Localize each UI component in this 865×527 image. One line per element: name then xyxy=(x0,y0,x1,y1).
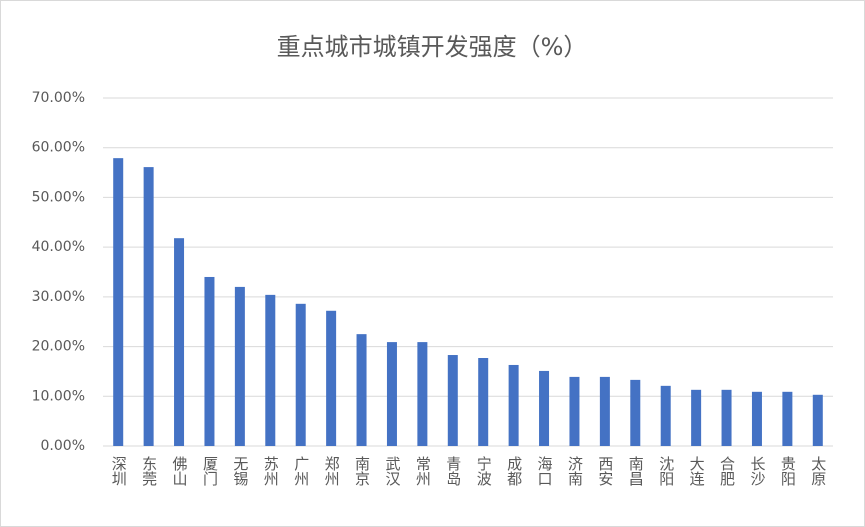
y-tick-label: 60.00% xyxy=(32,140,85,156)
x-tick-label: 宁波 xyxy=(475,456,493,486)
bar xyxy=(447,355,458,446)
x-tick-label: 长沙 xyxy=(748,456,766,486)
x-tick-label: 南昌 xyxy=(627,456,645,486)
y-tick-label: 30.00% xyxy=(32,289,85,305)
bar xyxy=(478,358,489,446)
x-tick-label: 青岛 xyxy=(444,456,462,486)
bar xyxy=(691,389,702,446)
bar xyxy=(113,158,124,446)
x-tick-label: 厦门 xyxy=(201,456,219,487)
x-tick-label: 南京 xyxy=(353,456,371,487)
x-tick-label: 海口 xyxy=(536,456,554,486)
x-tick-label: 太原 xyxy=(809,456,827,486)
bar xyxy=(782,391,793,446)
x-tick-label: 大连 xyxy=(688,456,706,487)
bar xyxy=(539,370,550,446)
y-tick-label: 10.00% xyxy=(32,388,85,404)
x-tick-label: 常州 xyxy=(414,456,432,486)
bar xyxy=(204,276,215,446)
x-tick-label: 成都 xyxy=(505,456,523,486)
x-tick-label: 佛山 xyxy=(171,456,189,486)
bar xyxy=(386,342,397,446)
x-tick-label: 武汉 xyxy=(383,456,401,486)
x-tick-label: 合肥 xyxy=(718,456,736,487)
x-tick-label: 济南 xyxy=(566,456,584,486)
y-tick-label: 0.00% xyxy=(41,438,85,454)
bar xyxy=(569,376,580,446)
bar xyxy=(143,167,154,447)
x-tick-label: 广州 xyxy=(292,456,310,486)
x-tick-label: 无锡 xyxy=(231,456,249,486)
bar xyxy=(295,303,306,446)
x-tick-label: 东莞 xyxy=(140,456,158,487)
bar xyxy=(812,394,823,446)
bar xyxy=(660,385,671,446)
bar xyxy=(234,286,245,446)
x-tick-label: 苏州 xyxy=(262,456,280,486)
y-tick-label: 70.00% xyxy=(32,90,85,106)
bar xyxy=(265,294,276,446)
x-tick-label: 西安 xyxy=(596,456,614,486)
bar xyxy=(751,391,762,446)
bar xyxy=(326,310,337,446)
bar xyxy=(508,364,519,446)
chart-title: 重点城市城镇开发强度（%） xyxy=(277,33,588,61)
x-tick-label: 沈阳 xyxy=(657,456,675,486)
y-tick-label: 40.00% xyxy=(32,239,85,255)
x-tick-label: 贵阳 xyxy=(779,456,797,486)
bar xyxy=(174,238,185,446)
bar xyxy=(417,342,428,446)
bar xyxy=(599,376,610,446)
x-tick-label: 郑州 xyxy=(323,456,341,486)
x-tick-label: 深圳 xyxy=(110,456,128,486)
bar xyxy=(721,389,732,446)
bar xyxy=(630,379,641,446)
y-tick-label: 20.00% xyxy=(32,339,85,355)
y-tick-label: 50.00% xyxy=(32,189,85,205)
bar xyxy=(356,334,367,446)
